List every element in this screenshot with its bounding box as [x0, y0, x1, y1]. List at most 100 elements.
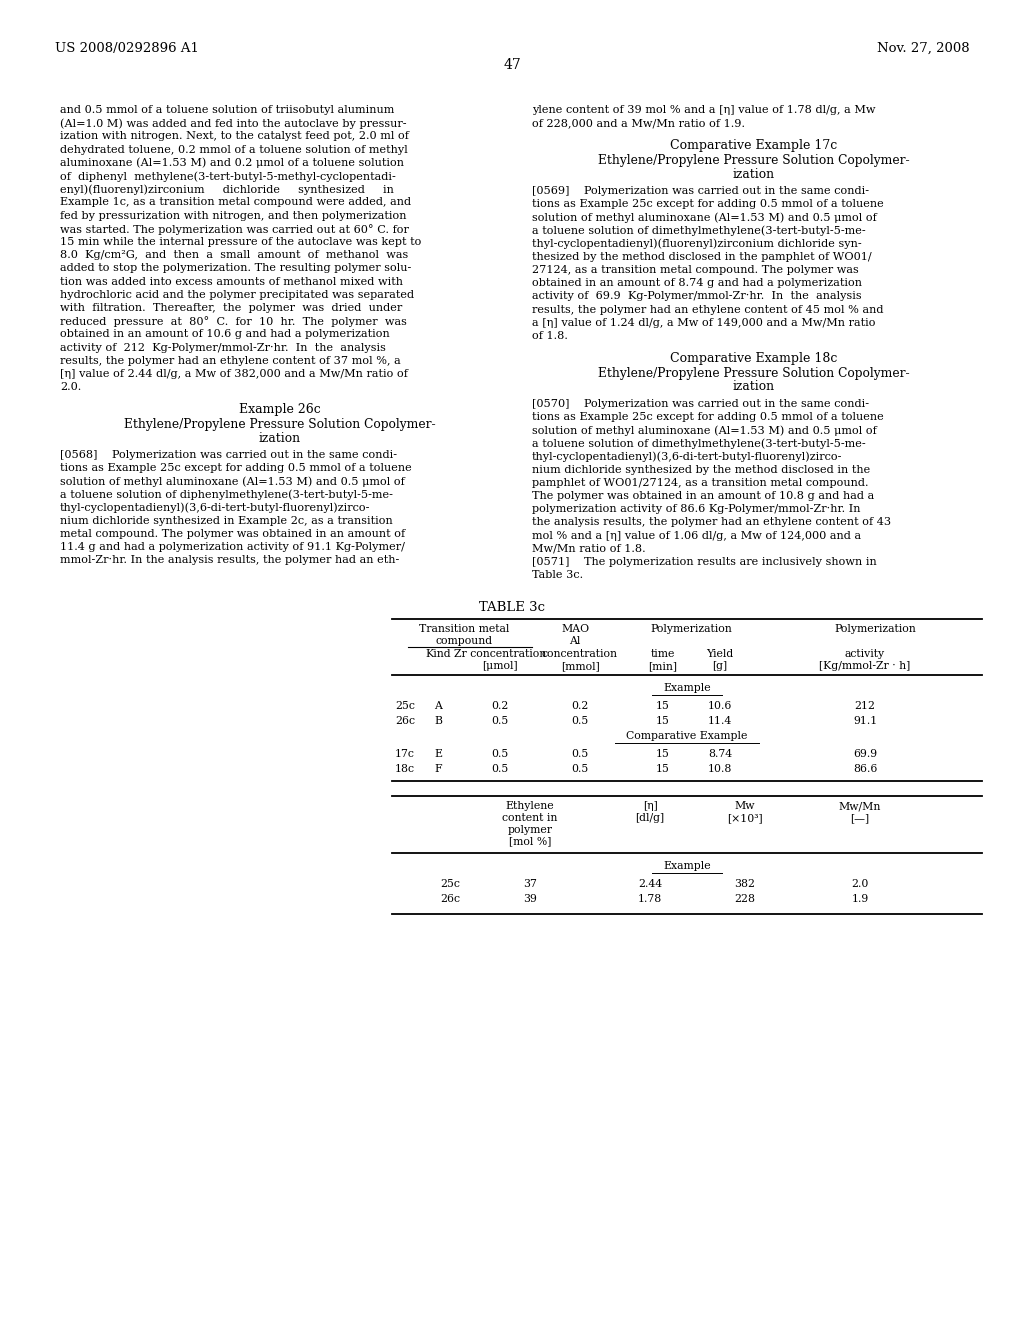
Text: Mw/Mn
[—]: Mw/Mn [—]: [839, 801, 882, 822]
Text: Zr concentration
[μmol]: Zr concentration [μmol]: [454, 649, 546, 671]
Text: tions as Example 25c except for adding 0.5 mmol of a toluene: tions as Example 25c except for adding 0…: [532, 412, 884, 422]
Text: Polymerization: Polymerization: [650, 624, 732, 635]
Text: a toluene solution of diphenylmethylene(3-tert-butyl-5-me-: a toluene solution of diphenylmethylene(…: [60, 490, 393, 500]
Text: added to stop the polymerization. The resulting polymer solu-: added to stop the polymerization. The re…: [60, 264, 412, 273]
Text: Example: Example: [664, 862, 711, 871]
Text: thesized by the method disclosed in the pamphlet of WO01/: thesized by the method disclosed in the …: [532, 252, 871, 261]
Text: 25c: 25c: [440, 879, 460, 890]
Text: of 228,000 and a Mw/Mn ratio of 1.9.: of 228,000 and a Mw/Mn ratio of 1.9.: [532, 119, 745, 128]
Text: Ethylene/Propylene Pressure Solution Copolymer-: Ethylene/Propylene Pressure Solution Cop…: [598, 154, 909, 168]
Text: of  diphenyl  methylene(3-tert-butyl-5-methyl-cyclopentadi-: of diphenyl methylene(3-tert-butyl-5-met…: [60, 172, 395, 182]
Text: [η] value of 2.44 dl/g, a Mw of 382,000 and a Mw/Mn ratio of: [η] value of 2.44 dl/g, a Mw of 382,000 …: [60, 370, 408, 379]
Text: 15 min while the internal pressure of the autoclave was kept to: 15 min while the internal pressure of th…: [60, 238, 421, 247]
Text: tions as Example 25c except for adding 0.5 mmol of a toluene: tions as Example 25c except for adding 0…: [532, 199, 884, 209]
Text: of 1.8.: of 1.8.: [532, 331, 568, 341]
Text: Ethylene/Propylene Pressure Solution Copolymer-: Ethylene/Propylene Pressure Solution Cop…: [124, 418, 436, 432]
Text: [0571]    The polymerization results are inclusively shown in: [0571] The polymerization results are in…: [532, 557, 877, 568]
Text: 18c: 18c: [395, 764, 415, 775]
Text: Example 1c, as a transition metal compound were added, and: Example 1c, as a transition metal compou…: [60, 198, 411, 207]
Text: aluminoxane (Al=1.53 M) and 0.2 μmol of a toluene solution: aluminoxane (Al=1.53 M) and 0.2 μmol of …: [60, 158, 404, 169]
Text: Comparative Example 18c: Comparative Example 18c: [671, 352, 838, 366]
Text: the analysis results, the polymer had an ethylene content of 43: the analysis results, the polymer had an…: [532, 517, 891, 528]
Text: Comparative Example 17c: Comparative Example 17c: [671, 140, 838, 152]
Text: Nov. 27, 2008: Nov. 27, 2008: [878, 42, 970, 55]
Text: 0.2: 0.2: [492, 701, 509, 711]
Text: Example: Example: [664, 684, 711, 693]
Text: solution of methyl aluminoxane (Al=1.53 M) and 0.5 μmol of: solution of methyl aluminoxane (Al=1.53 …: [532, 213, 877, 223]
Text: nium dichloride synthesized in Example 2c, as a transition: nium dichloride synthesized in Example 2…: [60, 516, 393, 525]
Text: pamphlet of WO01/27124, as a transition metal compound.: pamphlet of WO01/27124, as a transition …: [532, 478, 868, 488]
Text: mmol-Zr·hr. In the analysis results, the polymer had an eth-: mmol-Zr·hr. In the analysis results, the…: [60, 556, 399, 565]
Text: Transition metal
compound: Transition metal compound: [419, 624, 509, 645]
Text: 27124, as a transition metal compound. The polymer was: 27124, as a transition metal compound. T…: [532, 265, 859, 275]
Text: thyl-cyclopentadienyl)(fluorenyl)zirconium dichloride syn-: thyl-cyclopentadienyl)(fluorenyl)zirconi…: [532, 239, 861, 249]
Text: A: A: [434, 701, 442, 711]
Text: concentration
[mmol]: concentration [mmol]: [542, 649, 618, 671]
Text: results, the polymer had an ethylene content of 45 mol % and: results, the polymer had an ethylene con…: [532, 305, 884, 314]
Text: Mw/Mn ratio of 1.8.: Mw/Mn ratio of 1.8.: [532, 544, 645, 554]
Text: ization: ization: [733, 380, 775, 393]
Text: nium dichloride synthesized by the method disclosed in the: nium dichloride synthesized by the metho…: [532, 465, 870, 475]
Text: obtained in an amount of 8.74 g and had a polymerization: obtained in an amount of 8.74 g and had …: [532, 279, 862, 288]
Text: with  filtration.  Thereafter,  the  polymer  was  dried  under: with filtration. Thereafter, the polymer…: [60, 304, 402, 313]
Text: The polymer was obtained in an amount of 10.8 g and had a: The polymer was obtained in an amount of…: [532, 491, 874, 502]
Text: B: B: [434, 717, 442, 726]
Text: enyl)(fluorenyl)zirconium     dichloride     synthesized     in: enyl)(fluorenyl)zirconium dichloride syn…: [60, 185, 394, 195]
Text: 8.0  Kg/cm²G,  and  then  a  small  amount  of  methanol  was: 8.0 Kg/cm²G, and then a small amount of …: [60, 251, 409, 260]
Text: solution of methyl aluminoxane (Al=1.53 M) and 0.5 μmol of: solution of methyl aluminoxane (Al=1.53 …: [60, 477, 404, 487]
Text: metal compound. The polymer was obtained in an amount of: metal compound. The polymer was obtained…: [60, 529, 406, 539]
Text: tion was added into excess amounts of methanol mixed with: tion was added into excess amounts of me…: [60, 277, 403, 286]
Text: 212: 212: [854, 701, 876, 711]
Text: E: E: [434, 750, 442, 759]
Text: 382: 382: [734, 879, 756, 890]
Text: 91.1: 91.1: [853, 717, 878, 726]
Text: 15: 15: [656, 750, 670, 759]
Text: 2.44: 2.44: [638, 879, 663, 890]
Text: 0.2: 0.2: [571, 701, 589, 711]
Text: [0569]    Polymerization was carried out in the same condi-: [0569] Polymerization was carried out in…: [532, 186, 869, 195]
Text: polymerization activity of 86.6 Kg-Polymer/mmol-Zr·hr. In: polymerization activity of 86.6 Kg-Polym…: [532, 504, 860, 515]
Text: 2.0: 2.0: [851, 879, 868, 890]
Text: tions as Example 25c except for adding 0.5 mmol of a toluene: tions as Example 25c except for adding 0…: [60, 463, 412, 473]
Text: activity of  69.9  Kg-Polymer/mmol-Zr·hr.  In  the  analysis: activity of 69.9 Kg-Polymer/mmol-Zr·hr. …: [532, 292, 861, 301]
Text: Polymerization: Polymerization: [835, 624, 915, 635]
Text: hydrochloric acid and the polymer precipitated was separated: hydrochloric acid and the polymer precip…: [60, 290, 414, 300]
Text: 8.74: 8.74: [708, 750, 732, 759]
Text: 2.0.: 2.0.: [60, 383, 81, 392]
Text: obtained in an amount of 10.6 g and had a polymerization: obtained in an amount of 10.6 g and had …: [60, 330, 390, 339]
Text: 0.5: 0.5: [492, 750, 509, 759]
Text: Yield
[g]: Yield [g]: [707, 649, 733, 671]
Text: activity
[Kg/mmol-Zr · h]: activity [Kg/mmol-Zr · h]: [819, 649, 910, 671]
Text: 47: 47: [503, 58, 521, 73]
Text: ylene content of 39 mol % and a [η] value of 1.78 dl/g, a Mw: ylene content of 39 mol % and a [η] valu…: [532, 106, 876, 115]
Text: [0570]    Polymerization was carried out in the same condi-: [0570] Polymerization was carried out in…: [532, 399, 869, 409]
Text: fed by pressurization with nitrogen, and then polymerization: fed by pressurization with nitrogen, and…: [60, 211, 407, 220]
Text: 26c: 26c: [440, 895, 460, 904]
Text: 11.4: 11.4: [708, 717, 732, 726]
Text: TABLE 3c: TABLE 3c: [479, 602, 545, 614]
Text: a toluene solution of dimethylmethylene(3-tert-butyl-5-me-: a toluene solution of dimethylmethylene(…: [532, 438, 865, 449]
Text: time
[min]: time [min]: [648, 649, 678, 671]
Text: 1.9: 1.9: [851, 895, 868, 904]
Text: Ethylene
content in
polymer
[mol %]: Ethylene content in polymer [mol %]: [503, 801, 558, 846]
Text: Ethylene/Propylene Pressure Solution Copolymer-: Ethylene/Propylene Pressure Solution Cop…: [598, 367, 909, 380]
Text: Comparative Example: Comparative Example: [627, 731, 748, 742]
Text: reduced  pressure  at  80°  C.  for  10  hr.  The  polymer  was: reduced pressure at 80° C. for 10 hr. Th…: [60, 317, 407, 327]
Text: 26c: 26c: [395, 717, 415, 726]
Text: Mw
[×10³]: Mw [×10³]: [727, 801, 763, 822]
Text: 15: 15: [656, 764, 670, 775]
Text: 17c: 17c: [395, 750, 415, 759]
Text: and 0.5 mmol of a toluene solution of triisobutyl aluminum: and 0.5 mmol of a toluene solution of tr…: [60, 106, 394, 115]
Text: was started. The polymerization was carried out at 60° C. for: was started. The polymerization was carr…: [60, 224, 409, 235]
Text: [0568]    Polymerization was carried out in the same condi-: [0568] Polymerization was carried out in…: [60, 450, 397, 459]
Text: 86.6: 86.6: [853, 764, 878, 775]
Text: 0.5: 0.5: [571, 750, 589, 759]
Text: F: F: [434, 764, 441, 775]
Text: [η]
[dl/g]: [η] [dl/g]: [636, 801, 665, 822]
Text: 15: 15: [656, 701, 670, 711]
Text: 0.5: 0.5: [492, 717, 509, 726]
Text: Table 3c.: Table 3c.: [532, 570, 583, 581]
Text: 69.9: 69.9: [853, 750, 878, 759]
Text: 0.5: 0.5: [571, 717, 589, 726]
Text: solution of methyl aluminoxane (Al=1.53 M) and 0.5 μmol of: solution of methyl aluminoxane (Al=1.53 …: [532, 425, 877, 436]
